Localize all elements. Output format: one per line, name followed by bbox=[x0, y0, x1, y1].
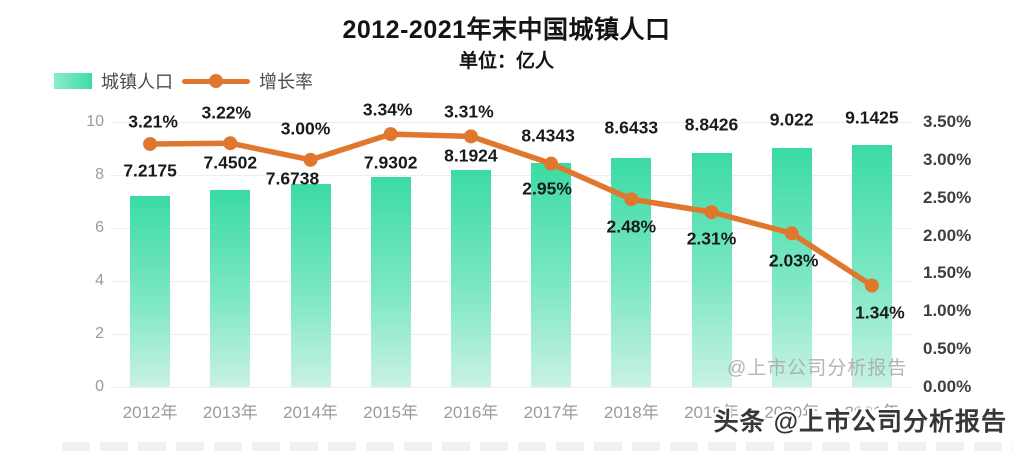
bar-value-label: 7.4502 bbox=[203, 152, 258, 173]
y-axis-tick-right: 0.00% bbox=[923, 377, 972, 396]
x-axis-label: 2021年 bbox=[844, 403, 900, 422]
watermark-inner: @上市公司分析报告 bbox=[727, 358, 908, 379]
x-axis-label: 2013年 bbox=[202, 403, 258, 422]
bar-value-label: 8.1924 bbox=[444, 145, 498, 166]
y-axis-tick-left: 6 bbox=[95, 219, 104, 236]
legend: 城镇人口 增长率 bbox=[54, 68, 313, 94]
chart-title: 2012-2021年末中国城镇人口 bbox=[342, 16, 671, 44]
growth-rate-label: 3.00% bbox=[280, 118, 331, 139]
x-axis-label: 2017年 bbox=[523, 403, 579, 422]
bar-value-label: 7.9302 bbox=[363, 152, 418, 173]
x-axis-label: 2019年 bbox=[684, 403, 739, 422]
bar-value-label: 7.6738 bbox=[265, 168, 320, 189]
x-axis-label: 2016年 bbox=[443, 403, 499, 422]
y-axis-tick-right: 1.00% bbox=[923, 301, 972, 321]
line-point-marker bbox=[383, 127, 398, 142]
bar bbox=[851, 144, 892, 387]
growth-rate-label: 3.31% bbox=[444, 101, 494, 122]
y-axis-tick-left: 10 bbox=[86, 113, 104, 130]
cropped-next-row-decoration bbox=[62, 442, 1013, 451]
bar-value-label: 7.2175 bbox=[123, 160, 177, 181]
x-axis-label: 2015年 bbox=[363, 403, 419, 422]
bar bbox=[130, 195, 171, 387]
bar bbox=[370, 176, 411, 387]
line-point-marker bbox=[143, 136, 158, 151]
gridline bbox=[110, 334, 912, 335]
y-axis-tick-left: 4 bbox=[95, 272, 104, 289]
legend-bar-label: 城镇人口 bbox=[101, 72, 173, 92]
growth-rate-label: 2.48% bbox=[606, 216, 657, 237]
gridline bbox=[110, 387, 912, 388]
growth-rate-label: 3.22% bbox=[201, 102, 252, 123]
y-axis-tick-left: 0 bbox=[95, 378, 104, 395]
x-axis-label: 2018年 bbox=[603, 403, 659, 422]
x-axis-label: 2020年 bbox=[764, 403, 820, 422]
growth-rate-label: 2.31% bbox=[686, 228, 737, 249]
x-axis-label: 2014年 bbox=[283, 403, 338, 422]
chart-subtitle: 单位：亿人 bbox=[458, 51, 554, 72]
x-axis-label: 2012年 bbox=[122, 403, 178, 422]
gridline bbox=[110, 122, 912, 123]
y-axis-tick-right: 3.50% bbox=[923, 112, 972, 131]
line-point-marker bbox=[223, 136, 238, 151]
bar bbox=[691, 152, 732, 387]
y-axis-tick-right: 3.00% bbox=[923, 149, 972, 169]
y-axis-tick-left: 8 bbox=[95, 166, 104, 183]
bar bbox=[611, 157, 652, 387]
bar-value-label: 9.1425 bbox=[845, 107, 899, 128]
line-point-marker bbox=[463, 129, 478, 144]
line-series-marker-icon bbox=[182, 73, 250, 89]
bar bbox=[210, 189, 251, 387]
watermark-bottom: 头条 @上市公司分析报告 bbox=[713, 408, 1007, 436]
y-axis-tick-right: 0.50% bbox=[923, 339, 972, 359]
y-axis-tick-right: 1.50% bbox=[923, 263, 972, 283]
bar-series-swatch-icon bbox=[54, 73, 92, 89]
y-axis-tick-left: 2 bbox=[95, 325, 104, 342]
bar bbox=[450, 169, 491, 387]
y-axis-tick-right: 2.00% bbox=[923, 225, 972, 245]
bar-value-label: 9.022 bbox=[769, 109, 814, 130]
bar bbox=[290, 183, 331, 387]
growth-rate-label: 2.95% bbox=[522, 178, 572, 199]
legend-line-label: 增长率 bbox=[259, 72, 313, 92]
growth-rate-label: 1.34% bbox=[855, 302, 905, 323]
growth-rate-label: 2.03% bbox=[768, 250, 819, 271]
growth-rate-label: 3.34% bbox=[362, 99, 413, 120]
line-point-marker bbox=[303, 152, 318, 167]
y-axis-tick-right: 2.50% bbox=[923, 187, 972, 207]
growth-rate-label: 3.21% bbox=[128, 111, 178, 132]
bar-value-label: 8.8426 bbox=[684, 114, 739, 135]
bar-value-label: 8.6433 bbox=[604, 117, 659, 138]
bar-value-label: 8.4343 bbox=[521, 125, 575, 146]
